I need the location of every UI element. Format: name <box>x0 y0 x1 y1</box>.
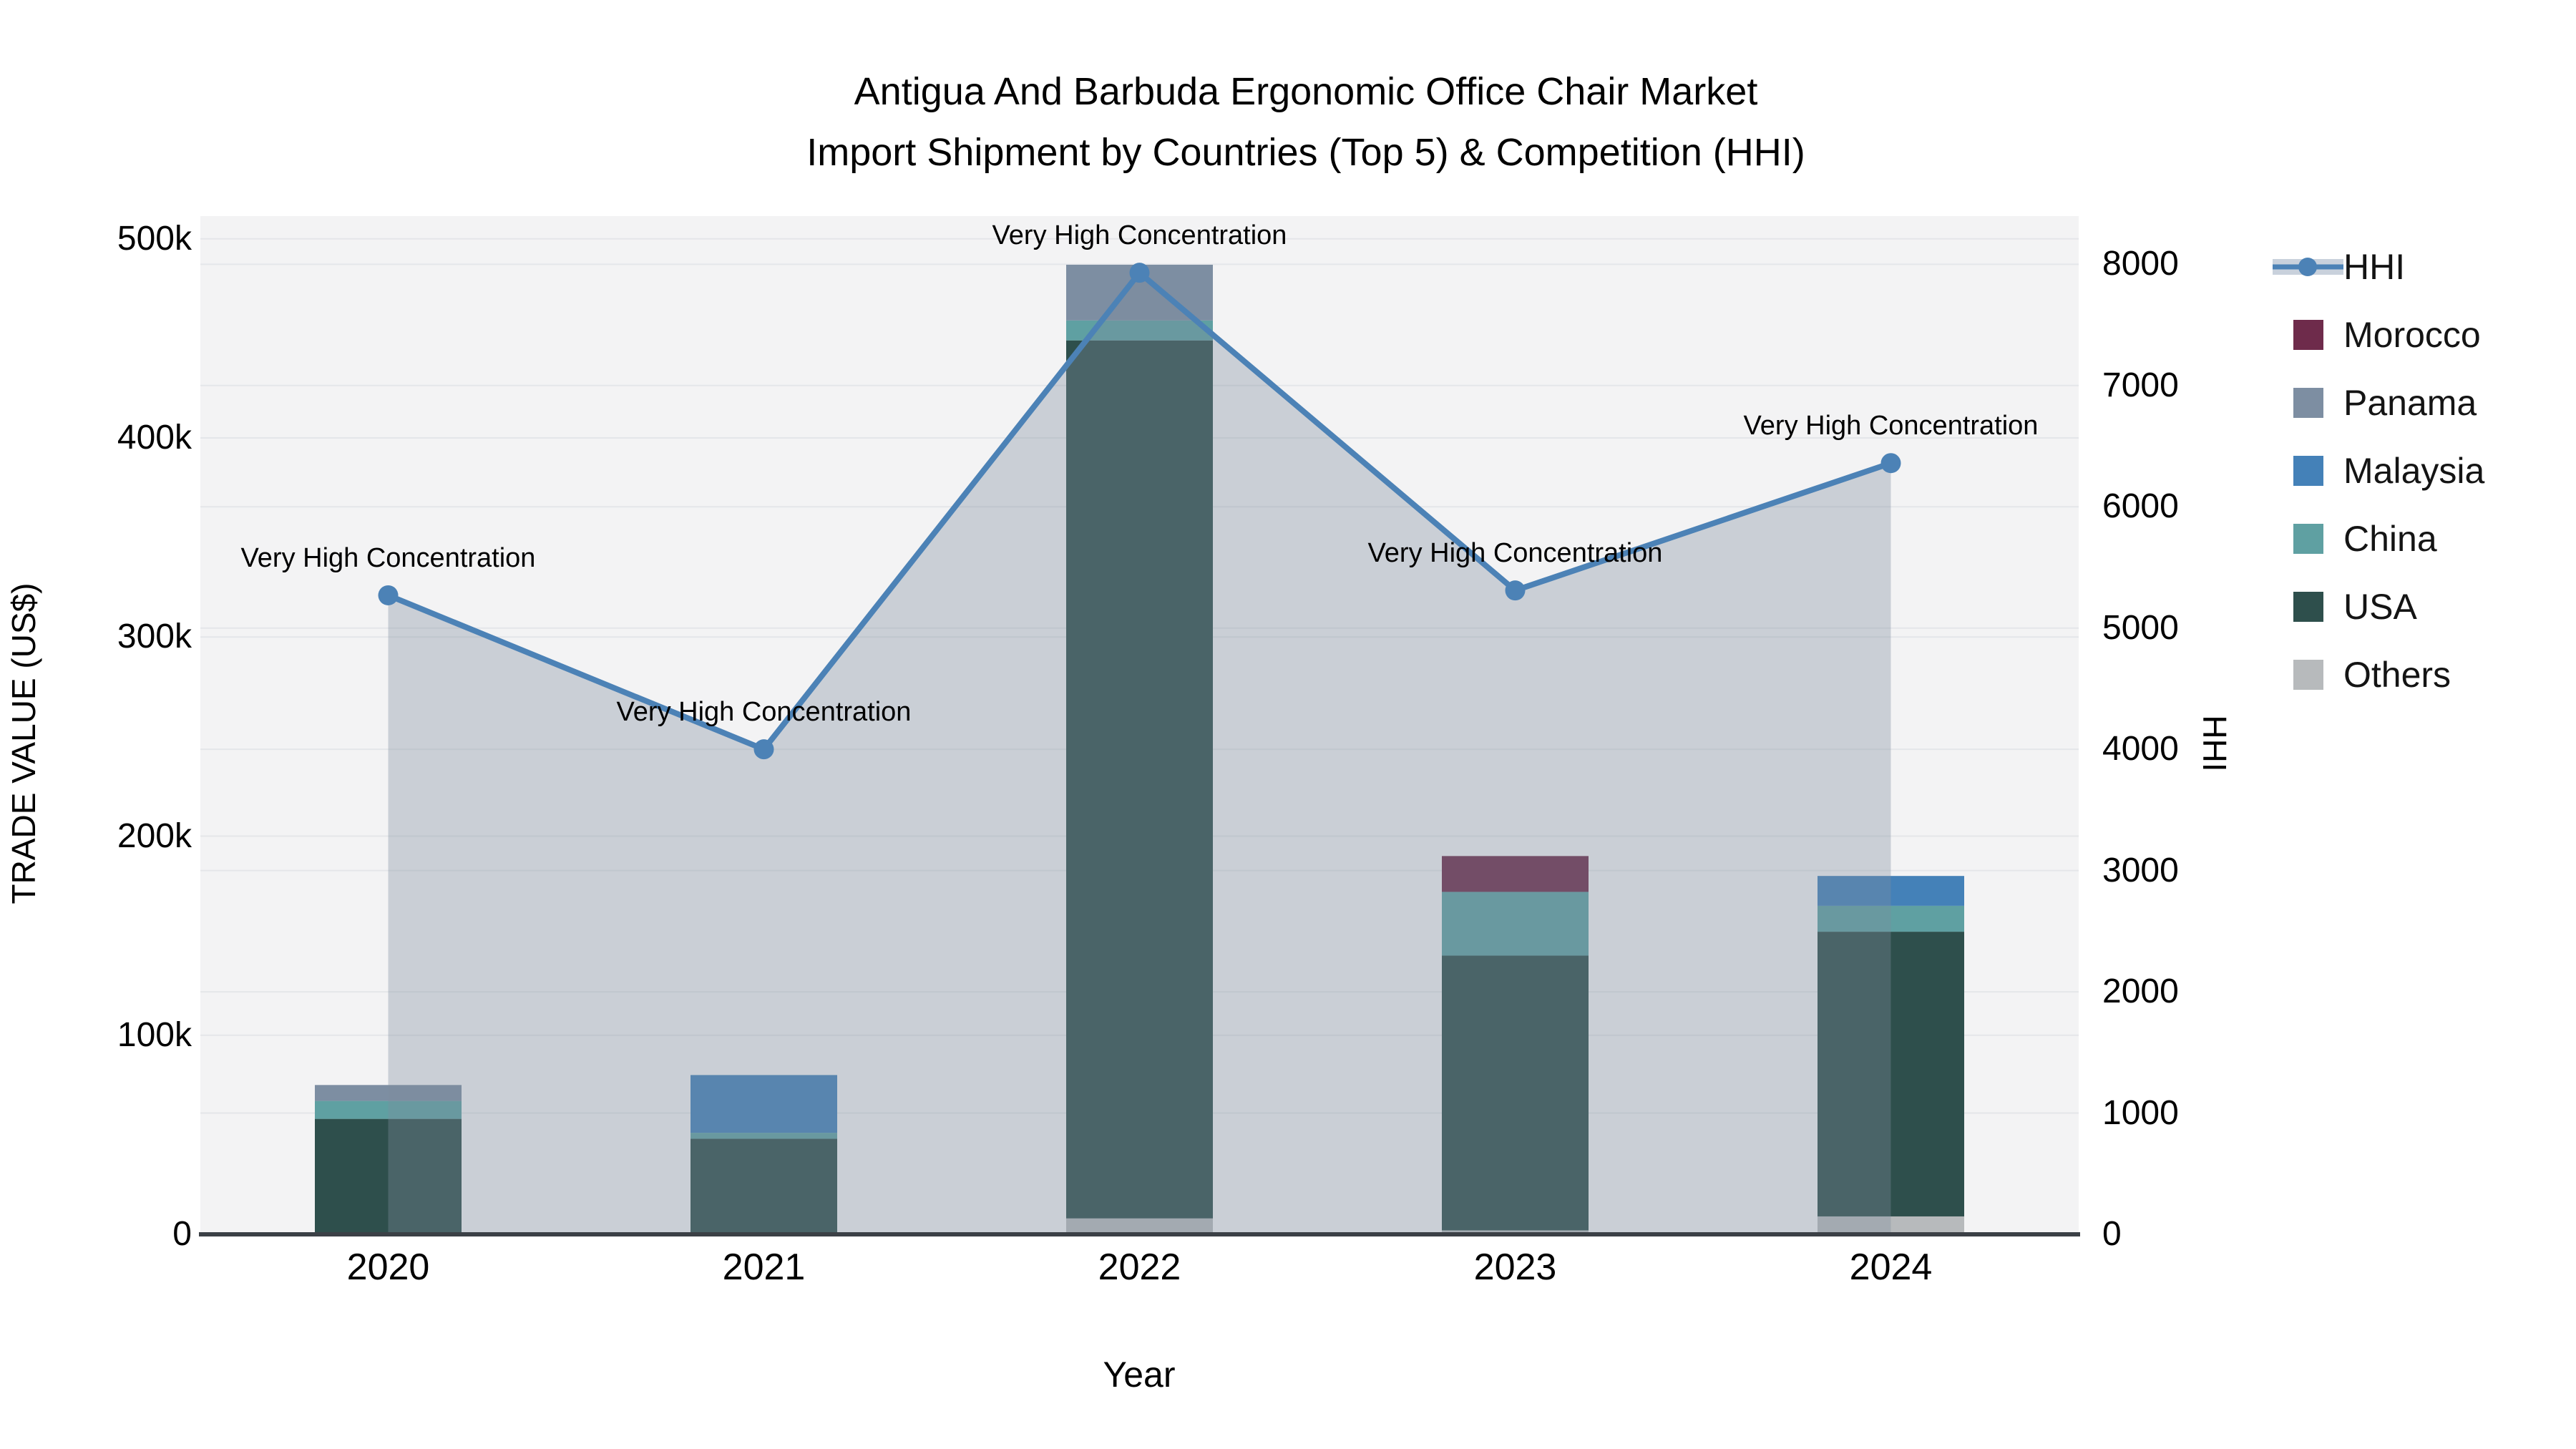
left-axis-tick-300k: 300k <box>117 618 192 656</box>
right-axis-tick-0: 0 <box>2102 1215 2122 1253</box>
left-axis-tick-400k: 400k <box>117 419 192 457</box>
left-axis-tick-500k: 500k <box>117 219 192 258</box>
hhi-line-sample-icon <box>2273 258 2343 276</box>
right-axis-tick-2000: 2000 <box>2102 972 2179 1011</box>
malaysia-swatch-icon <box>2293 456 2323 486</box>
right-axis-tick-8000: 8000 <box>2102 245 2179 283</box>
annotation-2021: Very High Concentration <box>616 697 912 728</box>
bar-segment-usa-2020[interactable] <box>315 1118 462 1233</box>
chart-title-line1: Antigua And Barbuda Ergonomic Office Cha… <box>854 70 1758 113</box>
bar-segment-morocco-2023[interactable] <box>1442 856 1589 892</box>
legend-label: Malaysia <box>2343 451 2485 491</box>
annotation-2024: Very High Concentration <box>1743 411 2039 441</box>
chart-title-line2: Import Shipment by Countries (Top 5) & C… <box>806 131 1805 174</box>
annotation-2022: Very High Concentration <box>992 220 1287 251</box>
x-axis-tick-2022: 2022 <box>1098 1246 1181 1288</box>
annotation-2023: Very High Concentration <box>1367 538 1663 569</box>
hhi-marker-2021[interactable] <box>753 739 774 760</box>
left-axis-title: TRADE VALUE (US$) <box>5 582 42 904</box>
bar-segment-malaysia-2024[interactable] <box>1818 876 1964 906</box>
legend-item-hhi[interactable]: HHI <box>2273 247 2484 287</box>
hhi-marker-2024[interactable] <box>1880 453 1901 474</box>
hhi-marker-2020[interactable] <box>378 585 399 605</box>
x-axis-tick-2024: 2024 <box>1849 1246 1933 1288</box>
legend-item-malaysia[interactable]: Malaysia <box>2273 451 2485 491</box>
x-axis-tick-2020: 2020 <box>346 1246 430 1288</box>
legend-label: Panama <box>2343 383 2477 423</box>
legend-item-morocco[interactable]: Morocco <box>2273 315 2484 355</box>
right-axis-tick-5000: 5000 <box>2102 608 2179 647</box>
bar-segment-usa-2021[interactable] <box>691 1138 837 1233</box>
legend-item-others[interactable]: Others <box>2273 655 2484 695</box>
legend-label: Others <box>2343 655 2451 695</box>
x-axis-tick-2021: 2021 <box>722 1246 806 1288</box>
legend-label: USA <box>2343 587 2417 627</box>
left-axis-tick-200k: 200k <box>117 816 192 855</box>
bar-segment-usa-2022[interactable] <box>1066 340 1213 1219</box>
x-axis-title: Year <box>1103 1355 1176 1395</box>
x-axis-tick-2023: 2023 <box>1473 1246 1557 1288</box>
hhi-marker-2023[interactable] <box>1505 580 1526 601</box>
right-axis-title: HHI <box>2196 715 2233 772</box>
left-axis-tick-0: 0 <box>172 1215 192 1253</box>
bar-segment-usa-2023[interactable] <box>1442 955 1589 1231</box>
bar-segment-china-2020[interactable] <box>315 1101 462 1119</box>
bar-segment-others-2022[interactable] <box>1066 1218 1213 1234</box>
usa-swatch-icon <box>2293 592 2323 622</box>
legend-item-panama[interactable]: Panama <box>2273 383 2484 423</box>
right-axis-tick-6000: 6000 <box>2102 487 2179 526</box>
legend-item-usa[interactable]: USA <box>2273 587 2484 627</box>
bar-segment-china-2023[interactable] <box>1442 892 1589 956</box>
right-axis-tick-7000: 7000 <box>2102 366 2179 404</box>
hhi-marker-2022[interactable] <box>1129 263 1150 283</box>
chart-title: Antigua And Barbuda Ergonomic Office Cha… <box>590 62 2021 183</box>
right-axis-tick-3000: 3000 <box>2102 851 2179 889</box>
bar-segment-china-2021[interactable] <box>691 1133 837 1139</box>
bar-segment-usa-2024[interactable] <box>1818 932 1964 1216</box>
bar-segment-panama-2020[interactable] <box>315 1085 462 1101</box>
legend: HHI Morocco Panama Malaysia China USA Others <box>2273 247 2485 725</box>
legend-item-china[interactable]: China <box>2273 519 2484 559</box>
china-swatch-icon <box>2293 524 2323 554</box>
panama-swatch-icon <box>2293 388 2323 418</box>
morocco-swatch-icon <box>2293 320 2323 350</box>
right-axis-tick-4000: 4000 <box>2102 730 2179 769</box>
left-axis-tick-100k: 100k <box>117 1015 192 1054</box>
legend-label: China <box>2343 519 2437 559</box>
bar-segment-others-2024[interactable] <box>1818 1216 1964 1234</box>
annotation-2020: Very High Concentration <box>240 542 536 573</box>
others-swatch-icon <box>2293 660 2323 690</box>
legend-label: Morocco <box>2343 315 2481 355</box>
legend-label: HHI <box>2343 247 2406 287</box>
right-axis-tick-1000: 1000 <box>2102 1093 2179 1132</box>
bar-segment-china-2024[interactable] <box>1818 905 1964 932</box>
bar-segment-malaysia-2021[interactable] <box>691 1075 837 1133</box>
hhi-area-fill <box>388 273 1891 1235</box>
